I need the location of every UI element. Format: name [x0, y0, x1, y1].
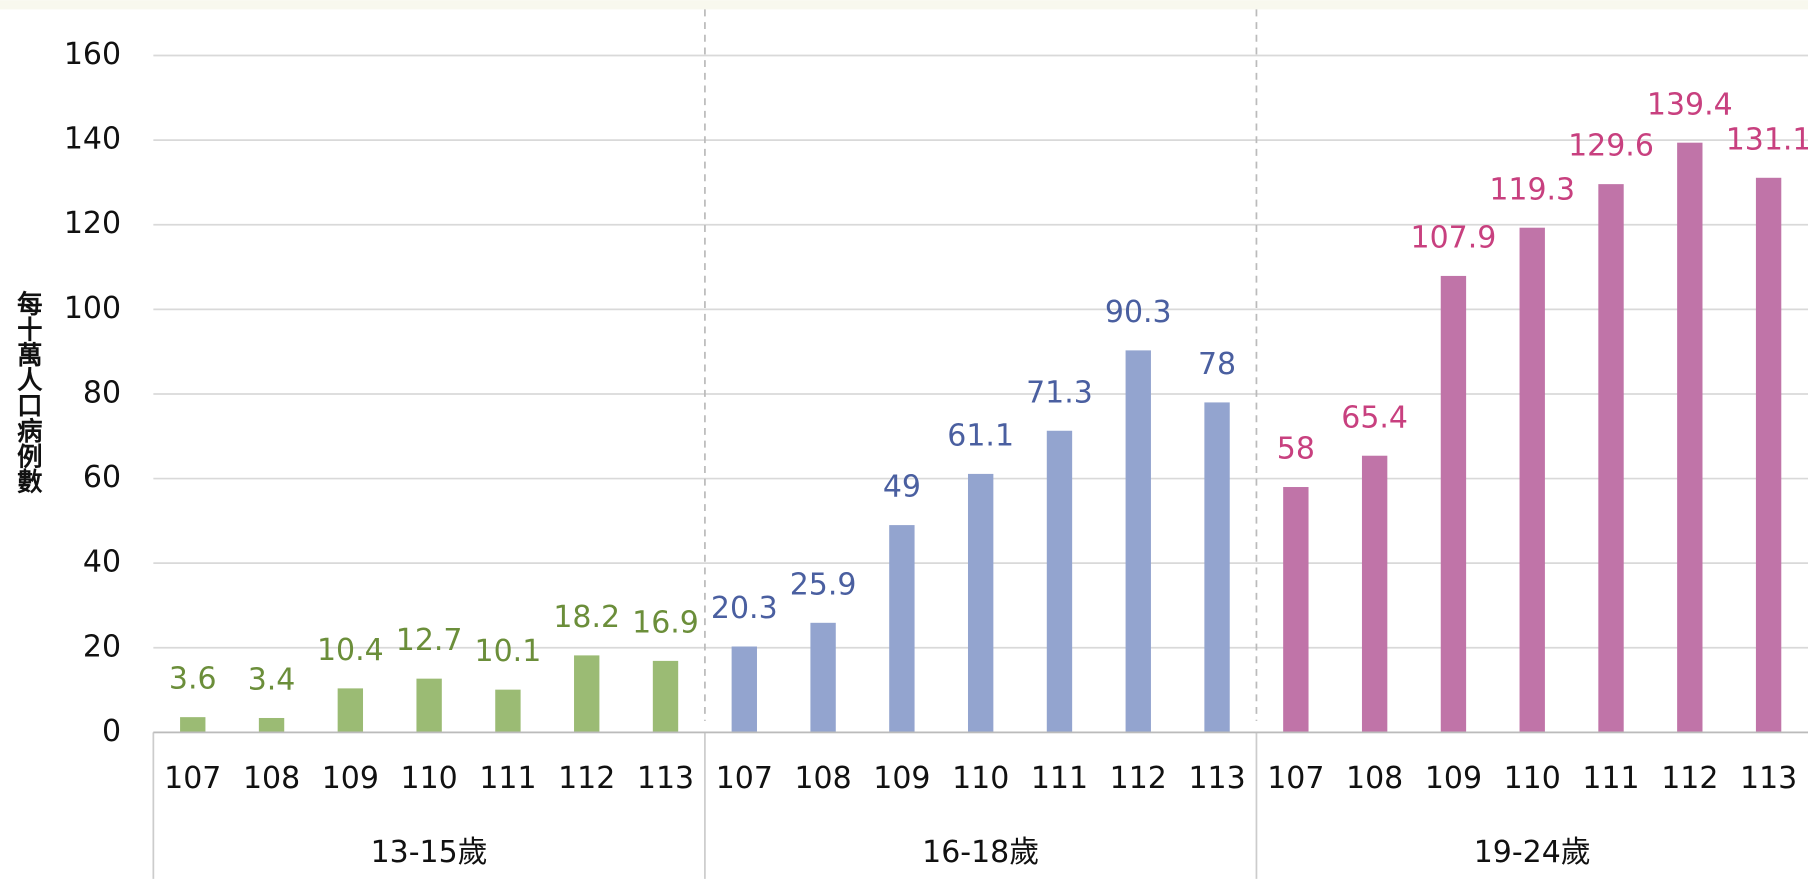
x-tick-label: 108 [1346, 761, 1403, 796]
bar [652, 660, 679, 733]
x-tick-label: 113 [1740, 761, 1797, 796]
y-tick-label: 120 [64, 206, 121, 241]
bar [1046, 430, 1073, 733]
x-tick-label: 107 [1267, 761, 1324, 796]
bar [1755, 177, 1782, 733]
x-tick-label: 113 [1188, 761, 1245, 796]
value-label: 3.4 [248, 663, 296, 698]
y-tick-label: 80 [83, 375, 121, 410]
group-label: 19-24歲 [1474, 835, 1591, 870]
x-tick-label: 110 [401, 761, 458, 796]
x-tick-label: 113 [637, 761, 694, 796]
bar [1125, 350, 1151, 733]
y-tick-label: 160 [64, 37, 121, 72]
bar [1519, 227, 1545, 733]
value-label: 12.7 [396, 623, 463, 658]
value-label: 131.1 [1726, 122, 1808, 157]
value-label: 3.6 [169, 662, 217, 697]
bar [258, 717, 285, 733]
x-tick-label: 108 [794, 761, 851, 796]
y-tick-label: 100 [64, 291, 121, 326]
x-tick-label: 110 [952, 761, 1009, 796]
value-label: 139.4 [1647, 87, 1733, 122]
value-label: 90.3 [1105, 295, 1172, 330]
y-tick-label: 20 [83, 629, 121, 664]
value-label: 25.9 [790, 567, 857, 602]
x-tick-label: 111 [1031, 761, 1088, 796]
bar [1677, 142, 1703, 733]
bar [967, 473, 994, 733]
bar [337, 688, 364, 733]
value-label: 119.3 [1489, 172, 1575, 207]
x-tick-label: 110 [1504, 761, 1561, 796]
bar [574, 655, 600, 733]
value-label: 20.3 [711, 591, 778, 626]
x-tick-label: 109 [1425, 761, 1482, 796]
value-label: 71.3 [1026, 375, 1093, 410]
x-tick-label: 109 [873, 761, 930, 796]
bar [180, 717, 206, 733]
bar [1204, 402, 1230, 733]
y-tick-label: 40 [83, 545, 121, 580]
value-label: 10.1 [475, 634, 542, 669]
x-tick-label: 111 [479, 761, 536, 796]
x-tick-label: 111 [1582, 761, 1639, 796]
value-label: 18.2 [553, 600, 620, 635]
x-tick-label: 112 [1110, 761, 1167, 796]
y-tick-label: 60 [83, 460, 121, 495]
value-label: 49 [883, 470, 921, 505]
x-tick-label: 112 [1661, 761, 1718, 796]
bar [416, 678, 442, 733]
value-label: 61.1 [947, 419, 1014, 454]
value-label: 10.4 [317, 633, 384, 668]
value-label: 65.4 [1341, 400, 1408, 435]
y-tick-label: 140 [64, 122, 121, 157]
y-tick-label: 0 [102, 714, 121, 749]
top-band [0, 0, 1808, 10]
value-label: 129.6 [1568, 129, 1654, 164]
group-label: 16-18歲 [922, 835, 1039, 870]
value-label: 78 [1198, 347, 1236, 382]
bar [495, 689, 521, 733]
x-tick-label: 107 [164, 761, 221, 796]
bar [1440, 275, 1467, 733]
bar [1598, 184, 1624, 733]
x-tick-label: 107 [716, 761, 773, 796]
y-axis-label: 每十萬人口病例數 [14, 290, 44, 495]
bar [1361, 455, 1388, 733]
bar [889, 525, 915, 733]
value-label: 16.9 [632, 605, 699, 640]
group-label: 13-15歲 [371, 835, 488, 870]
bar [731, 646, 757, 733]
x-tick-label: 109 [322, 761, 379, 796]
value-label: 58 [1277, 432, 1315, 467]
x-tick-label: 112 [558, 761, 615, 796]
x-tick-label: 108 [243, 761, 300, 796]
bar [810, 622, 836, 733]
bar [1283, 487, 1309, 733]
value-label: 107.9 [1411, 221, 1497, 256]
